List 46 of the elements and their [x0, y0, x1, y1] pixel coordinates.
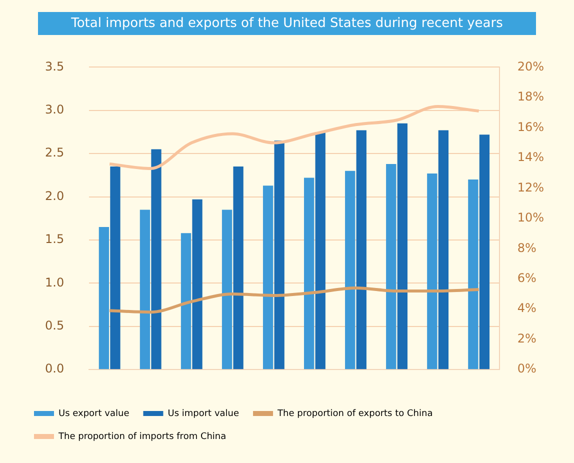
y2-tick-label: 6% — [517, 271, 536, 286]
bar — [438, 130, 449, 370]
bar — [397, 123, 408, 370]
bar — [262, 186, 274, 370]
line-series — [108, 286, 480, 314]
y2-tick-label: 2% — [517, 331, 536, 346]
bar — [233, 166, 244, 370]
y2-tick-label: 4% — [517, 301, 536, 316]
bar — [140, 210, 150, 370]
legend-label: The proportion of imports from China — [58, 432, 226, 442]
bar — [180, 233, 192, 370]
line-series — [108, 105, 480, 170]
legend-label: The proportion of exports to China — [276, 408, 433, 419]
y2-tick-label: 14% — [517, 150, 544, 164]
y2-tick-label: 20% — [517, 59, 544, 74]
y-tick-label: 0.5 — [44, 318, 64, 333]
legend-label: Us export value — [58, 408, 130, 419]
y-tick-label: 1.5 — [44, 232, 64, 246]
bar — [479, 134, 490, 370]
bar — [192, 199, 202, 370]
bar — [315, 132, 326, 370]
legend-label: Us import value — [168, 408, 240, 419]
bar — [427, 173, 438, 370]
y-tick-label: 3.5 — [44, 59, 64, 74]
bar — [345, 170, 356, 370]
bar — [356, 130, 366, 370]
bar — [468, 180, 478, 370]
y-tick-label: 2.5 — [44, 146, 64, 160]
y2-tick-label: 18% — [517, 90, 544, 104]
y2-tick-label: 0% — [517, 362, 536, 376]
y2-tick-label: 8% — [517, 240, 536, 255]
bar — [222, 210, 232, 370]
chart-title: Total imports and exports of the United States during recent years — [38, 12, 536, 35]
y-tick-label: 2.0 — [44, 188, 64, 203]
y-tick-label: 1.0 — [44, 275, 64, 290]
y-tick-label: 3.0 — [44, 102, 64, 117]
bar — [98, 227, 110, 370]
bar — [110, 166, 120, 370]
y2-tick-label: 16% — [517, 120, 544, 134]
bar — [386, 164, 396, 370]
y-tick-label: 0.0 — [44, 362, 64, 376]
bar — [151, 149, 162, 370]
y2-tick-label: 12% — [517, 180, 544, 194]
bar — [274, 140, 284, 370]
y2-tick-label: 10% — [517, 210, 544, 225]
bar — [304, 178, 314, 370]
